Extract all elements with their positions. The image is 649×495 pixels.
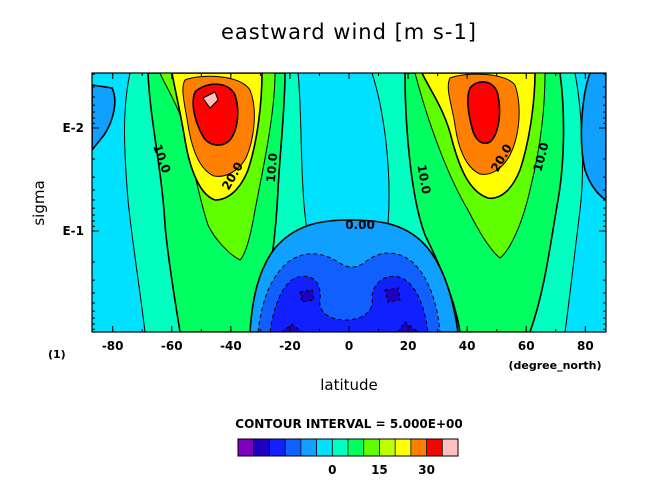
chart-title: eastward wind [m s-1] (221, 20, 477, 44)
colorbar-frame (237, 438, 459, 457)
colorbar: 0 15 30 (237, 438, 459, 477)
x-tick-label: 20 (400, 339, 417, 353)
contour-band-30-north (467, 81, 501, 144)
colorbar-swatch (300, 439, 318, 456)
x-axis: -80 -60 -40 -20 0 20 40 60 80 (102, 73, 594, 353)
colorbar-swatch (316, 439, 333, 456)
contour-band-edge-south (92, 84, 116, 152)
x-tick-label: 80 (577, 339, 594, 353)
colorbar-swatch (269, 439, 286, 456)
y-tick-label: E-2 (62, 121, 84, 135)
x-tick-label: -80 (102, 339, 124, 353)
colorbar-swatch (442, 439, 459, 456)
x-tick-label: 60 (518, 339, 535, 353)
colorbar-tick-label: 30 (418, 463, 435, 477)
colorbar-tick-label: 0 (328, 463, 336, 477)
colorbar-swatch (379, 439, 396, 456)
contour-label: 10.0 (414, 164, 433, 196)
contour-band-neg20 (281, 287, 419, 332)
x-tick-label: -40 (220, 339, 242, 353)
x-tick-label: 40 (459, 339, 476, 353)
colorbar-swatch (410, 439, 428, 456)
x-unit: (degree_north) (508, 359, 601, 372)
x-tick-label: -60 (161, 339, 183, 353)
colorbar-swatch (285, 439, 302, 456)
y-axis: E-2 E-1 (62, 73, 606, 330)
y-tick-label: E-1 (62, 224, 84, 238)
colorbar-swatch (253, 439, 270, 456)
colorbar-swatch (348, 439, 365, 456)
colorbar-swatch (332, 439, 349, 456)
contour-label: 0.00 (345, 218, 375, 232)
plot-area (92, 73, 606, 332)
y-unit: (1) (48, 348, 66, 361)
colorbar-swatch (238, 439, 255, 456)
y-axis-label: sigma (30, 180, 48, 225)
x-tick-label: 0 (345, 339, 353, 353)
colorbar-swatch (363, 439, 380, 456)
contour-band-edge-north (580, 73, 606, 201)
colorbar-tick-label: 15 (371, 463, 388, 477)
contour-label: 10.0 (264, 152, 281, 183)
x-axis-label: latitude (320, 376, 378, 394)
colorbar-swatch (426, 439, 443, 456)
colorbar-swatch (395, 439, 412, 456)
contour-interval-text: CONTOUR INTERVAL = 5.000E+00 (235, 417, 462, 431)
x-tick-label: -20 (279, 339, 301, 353)
contour-band-35 (202, 91, 219, 109)
